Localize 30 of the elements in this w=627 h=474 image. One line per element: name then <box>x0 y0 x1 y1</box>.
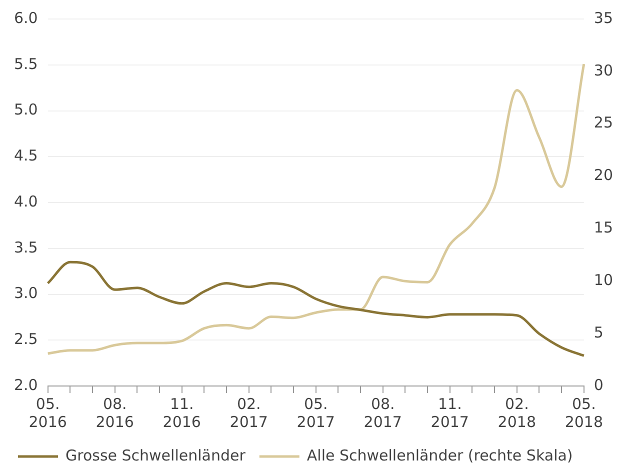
x-tick-label: 02. 2017 <box>230 394 268 431</box>
y2-tick-label: 0 <box>594 376 604 394</box>
x-tick-label: 11. 2017 <box>430 394 469 431</box>
x-tick-label: 08. 2016 <box>96 394 134 431</box>
y2-tick-label: 35 <box>594 8 614 27</box>
y2-tick-label: 10 <box>594 271 614 290</box>
line-series <box>46 260 586 357</box>
legend-label: Alle Schwellenländer (rechte Skala) <box>306 446 573 464</box>
legend-label: Grosse Schwellenländer <box>66 446 246 464</box>
x-tick-label: 02. 2018 <box>498 394 536 431</box>
x-tick-label: 05. 2016 <box>28 394 67 431</box>
y-tick-label: 5.5 <box>14 54 38 73</box>
x-tick-label: 05. 2017 <box>296 394 335 431</box>
x-tick-label: 08. 2017 <box>364 394 402 431</box>
y2-tick-label: 30 <box>594 61 614 80</box>
y-tick-label: 5.0 <box>14 100 38 119</box>
x-tick-label: 05. 2018 <box>564 394 604 431</box>
y-tick-label: 2.0 <box>14 376 38 394</box>
y-tick-label: 2.5 <box>14 330 38 348</box>
line-series <box>46 62 586 355</box>
y2-tick-label: 25 <box>594 114 614 132</box>
y-tick-label: 3.0 <box>14 284 38 302</box>
y-tick-label: 4.5 <box>14 146 38 165</box>
y-tick-label: 6.0 <box>14 8 38 27</box>
y-tick-label: 3.5 <box>14 238 38 256</box>
x-tick-label: 11. 2016 <box>162 394 201 431</box>
y-tick-label: 4.0 <box>14 192 38 210</box>
y2-tick-label: 15 <box>594 218 614 237</box>
y2-tick-label: 5 <box>594 323 604 342</box>
y2-tick-label: 20 <box>594 166 614 184</box>
